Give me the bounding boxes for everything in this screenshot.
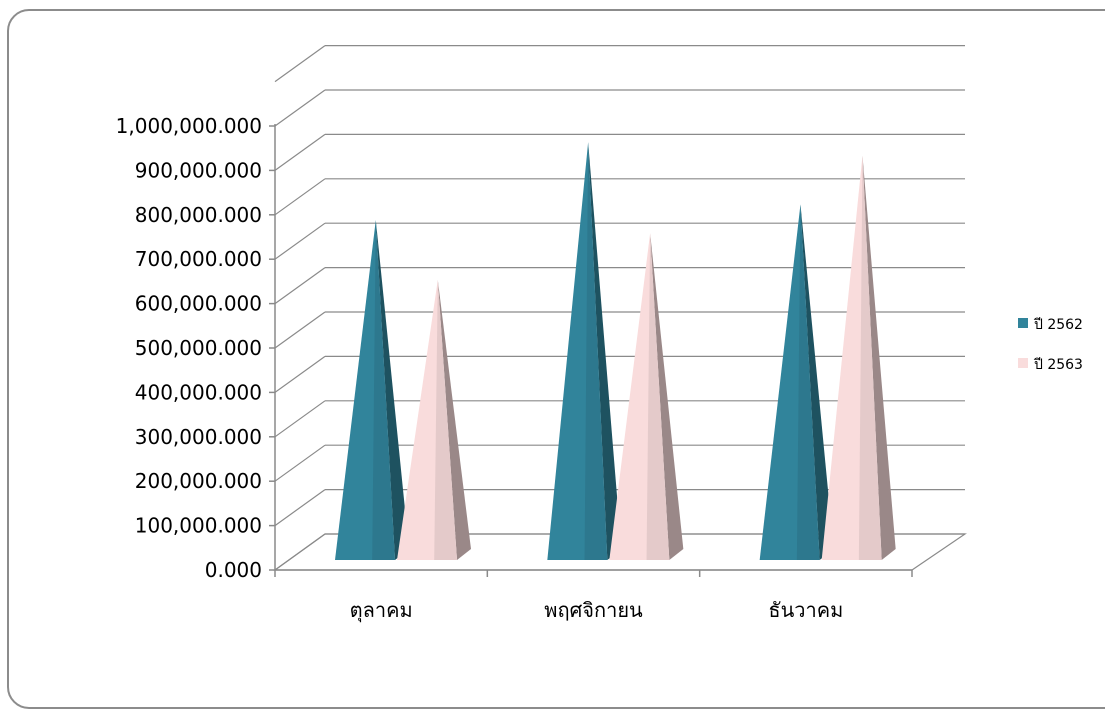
gridline-side (274, 45, 326, 83)
y-tick-label: 500,000.000 (135, 336, 262, 360)
gridline-side (274, 355, 326, 393)
y-tick-label: 200,000.000 (135, 469, 262, 493)
y-tick-label: 600,000.000 (135, 292, 262, 316)
pyramid-bar-chart: 0.000 100,000.000 200,000.000 300,000.000 40… (116, 44, 1083, 623)
pyramid-bar (609, 233, 684, 560)
pyramid-bar (397, 279, 471, 560)
legend-swatch (1018, 358, 1028, 368)
pyramid-shade (646, 233, 670, 560)
pyramid-shade (858, 155, 882, 560)
gridline-side (274, 311, 326, 349)
pyramid-side-face (375, 219, 409, 560)
pyramid-bar (547, 142, 622, 560)
gridline-side (274, 178, 326, 216)
pyramid-side-face (588, 142, 622, 560)
pyramid-side-face (800, 204, 834, 561)
y-tick-label: 800,000.000 (135, 203, 262, 227)
legend: ปี 2562 ปี 2563 (1018, 317, 1083, 373)
pyramid-side-face (437, 279, 471, 560)
pyramid-bar (759, 204, 834, 561)
y-tick-label: 300,000.000 (135, 425, 262, 449)
y-tick-label: 1,000,000.000 (116, 114, 262, 138)
pyramid-shade (372, 219, 395, 560)
y-tick-label: 700,000.000 (135, 247, 262, 271)
marks-layer (335, 142, 896, 561)
pyramid-shade (584, 142, 608, 560)
x-tick-label: ตุลาคม (350, 598, 413, 623)
gridline-side (274, 267, 326, 305)
pyramid-bar (335, 219, 409, 560)
y-tick-label: 0.000 (205, 558, 262, 582)
pyramid-bar (821, 155, 896, 560)
gridline-side (274, 444, 326, 482)
gridline-side (274, 400, 326, 438)
y-tick-label: 400,000.000 (135, 380, 262, 404)
gridline-side (274, 222, 326, 260)
legend-label: ปี 2563 (1034, 357, 1083, 373)
pyramid-shade (434, 279, 457, 560)
axis-layer: 0.000 100,000.000 200,000.000 300,000.000 40… (116, 114, 913, 623)
gridline-side (274, 89, 326, 127)
x-tick-label: พฤศจิกายน (544, 598, 643, 622)
pyramid-shade (796, 204, 820, 561)
legend-swatch (1018, 318, 1028, 328)
x-tick-label: ธันวาคม (768, 598, 843, 622)
legend-label: ปี 2562 (1034, 317, 1083, 333)
y-tick-label: 900,000.000 (135, 158, 262, 182)
pyramid-side-face (862, 155, 896, 560)
gridline-side (274, 133, 326, 171)
pyramid-side-face (650, 233, 684, 560)
gridline-side (274, 489, 326, 527)
y-tick-label: 100,000.000 (135, 514, 262, 538)
